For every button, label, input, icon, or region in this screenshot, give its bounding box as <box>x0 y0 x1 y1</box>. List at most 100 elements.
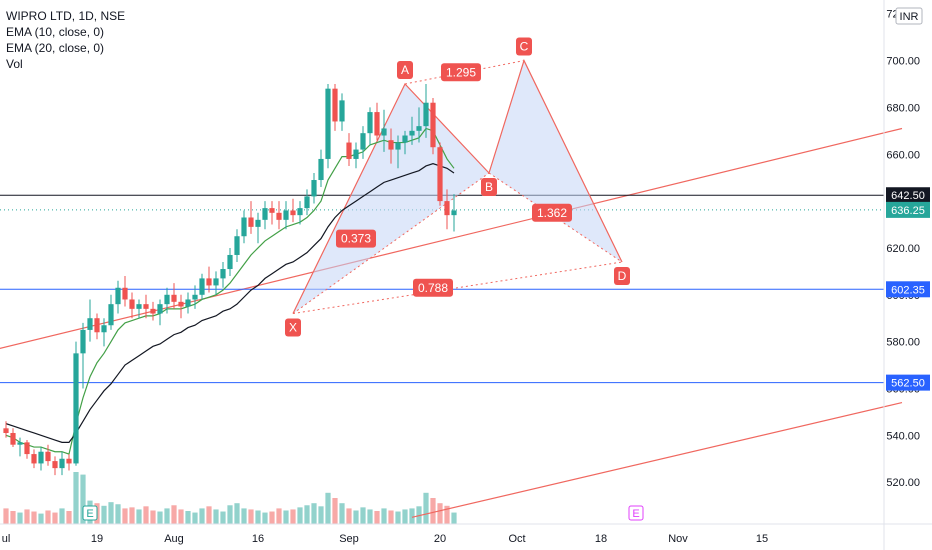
candle-body-57 <box>402 135 408 143</box>
volume-bars <box>3 472 457 524</box>
candle-body-28 <box>199 278 205 295</box>
candle-body-55 <box>388 140 394 150</box>
legend-vol: Vol <box>6 57 23 71</box>
candle-body-48 <box>339 100 345 122</box>
candle-body-14 <box>101 325 107 333</box>
volume-bar-64 <box>451 512 457 524</box>
volume-bar-39 <box>276 508 282 524</box>
candle-body-37 <box>262 208 268 220</box>
price-tick-9: 700.00 <box>886 56 920 68</box>
volume-bar-51 <box>360 507 366 524</box>
volume-bar-52 <box>367 509 373 524</box>
time-tick-7: 18 <box>595 533 607 545</box>
volume-bar-40 <box>283 510 289 524</box>
pattern-triangle-bcd <box>489 60 622 262</box>
volume-bar-57 <box>402 509 408 524</box>
time-tick-2: Aug <box>164 533 184 545</box>
candle-body-9 <box>66 458 72 464</box>
event-bg-1 <box>628 505 644 521</box>
pattern-point-A: A <box>401 63 409 77</box>
pattern-point-bg-D <box>614 267 630 285</box>
time-tick-1: 19 <box>91 533 103 545</box>
volume-bar-55 <box>388 510 394 524</box>
candle-body-11 <box>80 329 86 354</box>
ratio-label-0: 0.373 <box>341 232 371 246</box>
ratio-label-2: 0.788 <box>418 281 448 295</box>
candle-body-5 <box>38 451 44 464</box>
candle-body-7 <box>52 461 58 469</box>
volume-bar-48 <box>339 503 345 524</box>
volume-bar-50 <box>353 510 359 524</box>
volume-bar-15 <box>108 502 114 524</box>
volume-bar-29 <box>206 506 212 524</box>
volume-bar-36 <box>255 510 261 524</box>
volume-bar-14 <box>101 505 107 524</box>
volume-bar-43 <box>304 505 310 524</box>
price-label-0: 642.50 <box>891 190 925 202</box>
candle-body-38 <box>269 208 275 213</box>
price-axis: 520.00540.00560.00580.00600.00620.00640.… <box>883 0 930 550</box>
volume-bar-31 <box>220 511 226 524</box>
candle-body-61 <box>430 102 436 148</box>
pattern-point-C: C <box>520 40 529 54</box>
volume-bar-22 <box>157 511 163 524</box>
volume-bar-1 <box>10 511 16 524</box>
candle-body-39 <box>276 212 282 220</box>
price-label-2: 602.35 <box>891 284 925 296</box>
volume-bar-38 <box>269 511 275 524</box>
candle-body-58 <box>409 130 415 136</box>
volume-bar-44 <box>311 503 317 524</box>
volume-bar-11 <box>80 474 86 524</box>
candle-body-6 <box>45 451 51 462</box>
trendline-1 <box>411 401 903 518</box>
volume-bar-24 <box>171 505 177 524</box>
price-tick-8: 680.00 <box>886 102 920 114</box>
candle-body-62 <box>437 147 443 202</box>
ratio-bg-2 <box>413 278 453 297</box>
price-label-3: 562.50 <box>891 378 925 390</box>
volume-bar-63 <box>444 505 450 524</box>
volume-bar-60 <box>423 492 429 524</box>
candle-body-22 <box>157 304 163 314</box>
price-label-bg-3 <box>886 374 930 391</box>
legend-ema20: EMA (20, close, 0) <box>6 41 104 55</box>
ratio-bg-0 <box>336 229 376 248</box>
trendline-0 <box>0 127 903 350</box>
candle-body-64 <box>451 210 457 216</box>
time-tick-3: 16 <box>252 533 264 545</box>
candle-body-29 <box>206 278 212 286</box>
pattern-ratio-line-0 <box>292 172 490 314</box>
time-tick-4: Sep <box>339 533 359 545</box>
candle-body-41 <box>290 210 296 216</box>
candle-body-13 <box>94 318 100 333</box>
candle-body-10 <box>73 353 79 464</box>
candle-body-26 <box>185 299 191 307</box>
candle-body-15 <box>108 304 114 326</box>
price-label-bg-2 <box>886 281 930 298</box>
pattern-point-bg-C <box>516 37 532 56</box>
legend-ema10: EMA (10, close, 0) <box>6 25 104 39</box>
volume-bar-34 <box>241 508 247 524</box>
ema20-line <box>5 162 455 443</box>
candle-body-63 <box>444 201 450 216</box>
currency-badge[interactable]: INR <box>895 7 923 25</box>
time-tick-0: ul <box>2 533 11 545</box>
volume-bar-17 <box>122 508 128 524</box>
price-tick-5: 620.00 <box>886 243 920 255</box>
volume-bar-53 <box>374 511 380 524</box>
volume-bar-45 <box>318 506 324 524</box>
candle-body-56 <box>395 142 401 150</box>
candle-body-34 <box>241 217 247 237</box>
volume-bar-56 <box>395 511 401 524</box>
candle-body-27 <box>192 294 198 300</box>
candle-body-32 <box>227 254 233 270</box>
pattern-point-B: B <box>485 180 493 194</box>
candle-body-19 <box>136 304 142 309</box>
harmonic-pattern <box>292 58 623 315</box>
candle-body-21 <box>150 308 156 314</box>
price-tick-0: 520.00 <box>886 477 920 489</box>
candle-body-17 <box>122 287 128 300</box>
